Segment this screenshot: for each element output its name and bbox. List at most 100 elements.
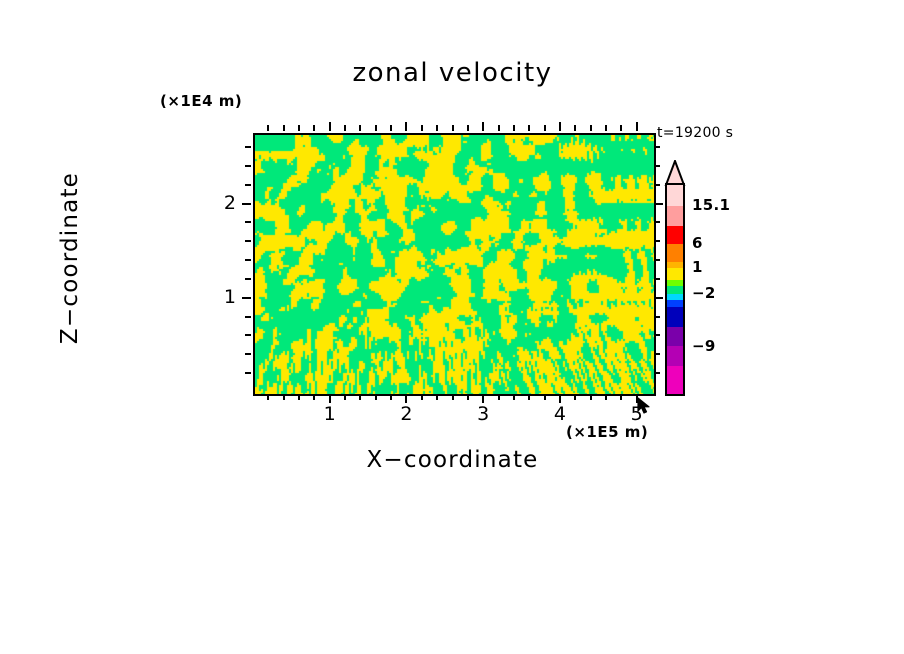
colorbar-tick-label: 6 [692, 233, 703, 252]
chart-title: zonal velocity [352, 58, 553, 88]
colorbar-band [667, 346, 683, 366]
x-tick-top [635, 122, 638, 131]
x-tick-top [620, 125, 623, 131]
x-tick [635, 394, 638, 403]
y-tick-right [654, 259, 660, 262]
colorbar-tick-label: 1 [692, 258, 703, 277]
y-tick-right [654, 202, 663, 205]
x-axis-unit-label: (×1E5 m) [566, 423, 649, 441]
colorbar-band [667, 306, 683, 328]
velocity-field [255, 135, 654, 394]
x-tick [405, 394, 408, 403]
x-tick [267, 394, 270, 400]
x-tick [451, 394, 454, 400]
x-tick [313, 394, 316, 400]
y-tick-right [654, 334, 660, 337]
colorbar-tick-label: −2 [692, 283, 716, 302]
x-tick-top [298, 125, 301, 131]
y-tick [245, 353, 251, 356]
colorbar [665, 183, 685, 396]
x-tick [620, 394, 623, 400]
x-tick-top [543, 125, 546, 131]
colorbar-band [667, 243, 683, 262]
x-tick-top [482, 122, 485, 131]
y-tick-right [654, 240, 660, 243]
x-tick [558, 394, 561, 403]
x-tick [543, 394, 546, 400]
y-tick-right [654, 277, 660, 280]
x-tick [497, 394, 500, 400]
x-tick-top [558, 122, 561, 131]
x-tick [466, 394, 469, 400]
y-tick [245, 240, 251, 243]
colorbar-band [667, 286, 683, 294]
x-tick-top [328, 122, 331, 131]
x-tick [359, 394, 362, 400]
x-tick [528, 394, 531, 400]
y-tick-label: 1 [223, 285, 236, 308]
colorbar-band [667, 327, 683, 347]
y-axis-unit-label: (×1E4 m) [160, 92, 243, 110]
y-tick-label: 2 [223, 191, 236, 214]
y-tick-right [654, 164, 660, 167]
colorbar-band [667, 365, 683, 394]
y-tick-right [654, 296, 663, 299]
x-tick-top [574, 125, 577, 131]
timestamp-label: t=19200 s [657, 125, 734, 141]
x-tick [512, 394, 515, 400]
x-tick [420, 394, 423, 400]
y-tick-right [654, 353, 660, 356]
x-tick-top [512, 125, 515, 131]
y-tick [245, 183, 251, 186]
x-tick-top [528, 125, 531, 131]
x-tick-top [451, 125, 454, 131]
x-tick-label: 3 [477, 403, 490, 425]
colorbar-band [667, 261, 683, 269]
colorbar-band [667, 293, 683, 301]
y-tick [245, 221, 251, 224]
x-tick-top [267, 125, 270, 131]
y-tick [245, 277, 251, 280]
x-tick [604, 394, 607, 400]
colorbar-band [667, 185, 683, 206]
x-tick-top [313, 125, 316, 131]
x-tick [436, 394, 439, 400]
y-tick [245, 146, 251, 149]
y-tick [242, 296, 251, 299]
x-tick-top [282, 125, 285, 131]
y-tick-right [654, 315, 660, 318]
x-tick [298, 394, 301, 400]
x-tick-top [359, 125, 362, 131]
x-tick-label: 4 [553, 403, 566, 425]
x-tick-label: 2 [400, 403, 413, 425]
y-tick-right [654, 221, 660, 224]
x-tick-top [420, 125, 423, 131]
x-tick [282, 394, 285, 400]
y-axis-title: Z−coordinate [57, 171, 83, 345]
x-tick-top [436, 125, 439, 131]
y-tick [245, 315, 251, 318]
colorbar-band [667, 279, 683, 287]
x-axis-title: X−coordinate [366, 447, 539, 473]
mouse-cursor-icon [637, 397, 650, 414]
y-tick-right [654, 372, 660, 375]
y-tick [242, 202, 251, 205]
x-tick-top [390, 125, 393, 131]
y-tick-right [654, 146, 660, 149]
colorbar-tick-label: 15.1 [692, 195, 731, 214]
colorbar-band [667, 300, 683, 307]
x-tick [482, 394, 485, 403]
x-tick-top [604, 125, 607, 131]
y-tick [245, 334, 251, 337]
y-tick [245, 259, 251, 262]
x-tick [589, 394, 592, 400]
y-tick [245, 164, 251, 167]
x-tick-top [344, 125, 347, 131]
x-tick-top [466, 125, 469, 131]
x-tick [374, 394, 377, 400]
x-tick [574, 394, 577, 400]
colorbar-band [667, 268, 683, 280]
x-tick [328, 394, 331, 403]
colorbar-tick-label: −9 [692, 336, 716, 355]
